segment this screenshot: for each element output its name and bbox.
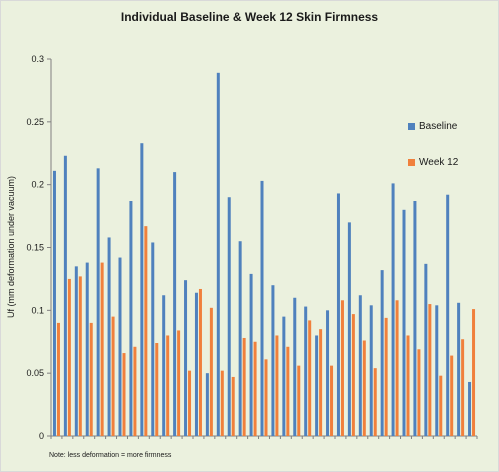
- bar-week12: [111, 316, 115, 436]
- bar-baseline: [336, 193, 340, 436]
- legend-label-baseline: Baseline: [419, 121, 458, 132]
- bar-baseline: [184, 280, 188, 436]
- bar-week12: [351, 314, 355, 436]
- bar-baseline: [107, 237, 111, 436]
- bar-baseline: [74, 266, 78, 436]
- bar-week12: [100, 262, 104, 436]
- legend-item-week12: Week 12: [408, 157, 458, 168]
- bar-baseline: [173, 172, 177, 436]
- bar-week12: [428, 304, 432, 436]
- bar-week12: [89, 322, 93, 436]
- bar-week12: [417, 349, 421, 436]
- bar-baseline: [435, 305, 439, 436]
- legend-swatch-baseline: [408, 123, 415, 130]
- bar-baseline: [140, 143, 144, 436]
- y-tick-label: 0.2: [31, 180, 44, 190]
- bar-week12: [297, 365, 301, 436]
- y-tick-label: 0: [39, 431, 44, 441]
- bar-week12: [67, 278, 71, 436]
- bar-baseline: [227, 197, 231, 436]
- bar-baseline: [205, 373, 209, 436]
- bar-week12: [373, 368, 377, 436]
- legend-item-baseline: Baseline: [408, 121, 457, 132]
- bar-week12: [286, 346, 290, 436]
- bar-week12: [209, 307, 213, 436]
- bar-week12: [472, 309, 476, 436]
- bar-week12: [319, 329, 323, 436]
- bar-baseline: [249, 273, 253, 436]
- bar-baseline: [260, 180, 264, 436]
- bar-baseline: [85, 262, 89, 436]
- bar-week12: [231, 376, 235, 436]
- chart-title: Individual Baseline & Week 12 Skin Firmn…: [120, 10, 379, 24]
- bar-week12: [166, 335, 170, 436]
- y-tick-label: 0.15: [26, 243, 44, 253]
- bar-baseline: [238, 241, 242, 436]
- bar-baseline: [162, 295, 166, 436]
- bar-baseline: [380, 270, 384, 436]
- bar-week12: [264, 359, 268, 436]
- bar-baseline: [293, 297, 297, 436]
- bar-week12: [253, 341, 257, 436]
- bar-week12: [275, 335, 279, 436]
- bar-week12: [78, 276, 82, 436]
- bar-baseline: [402, 209, 406, 436]
- bar-week12: [242, 337, 246, 436]
- bar-week12: [395, 300, 399, 436]
- bar-week12: [198, 288, 202, 436]
- bar-baseline: [413, 201, 417, 436]
- bar-baseline: [468, 381, 472, 436]
- bar-baseline: [457, 302, 461, 436]
- bar-week12: [362, 340, 366, 436]
- bar-baseline: [282, 316, 286, 436]
- bar-baseline: [52, 170, 56, 436]
- bar-baseline: [151, 242, 155, 436]
- bar-week12: [220, 370, 224, 436]
- bar-week12: [406, 335, 410, 436]
- bar-baseline: [369, 305, 373, 436]
- bar-baseline: [446, 194, 450, 436]
- legend-swatch-week12: [408, 159, 415, 166]
- bar-baseline: [194, 292, 198, 436]
- bar-week12: [144, 226, 148, 436]
- bar-baseline: [315, 335, 319, 436]
- bar-week12: [308, 320, 312, 436]
- y-tick-label: 0.25: [26, 117, 44, 127]
- bar-week12: [188, 370, 192, 436]
- bar-week12: [155, 343, 159, 436]
- bar-baseline: [424, 263, 428, 436]
- bar-week12: [384, 317, 388, 436]
- legend-label-week12: Week 12: [419, 157, 459, 168]
- chart-note: Note: less deformation = more firmness: [49, 452, 172, 459]
- bar-week12: [461, 339, 465, 436]
- bar-baseline: [216, 72, 220, 436]
- bar-baseline: [96, 168, 100, 436]
- bar-baseline: [304, 306, 308, 436]
- y-tick-label: 0.05: [26, 368, 44, 378]
- bar-baseline: [391, 183, 395, 436]
- bar-week12: [133, 346, 137, 436]
- bar-baseline: [358, 295, 362, 436]
- bar-week12: [439, 375, 443, 436]
- bar-baseline: [326, 310, 330, 436]
- y-tick-label: 0.1: [31, 305, 44, 315]
- bar-baseline: [63, 155, 67, 436]
- bar-baseline: [347, 222, 351, 436]
- y-tick-label: 0.3: [31, 54, 44, 64]
- bar-baseline: [271, 285, 275, 436]
- bar-week12: [122, 353, 126, 436]
- bar-week12: [450, 355, 454, 436]
- bar-baseline: [118, 257, 122, 436]
- bar-week12: [340, 300, 344, 436]
- bar-baseline: [129, 201, 133, 436]
- bar-week12: [56, 322, 60, 436]
- bar-week12: [330, 365, 334, 436]
- bar-week12: [177, 330, 181, 436]
